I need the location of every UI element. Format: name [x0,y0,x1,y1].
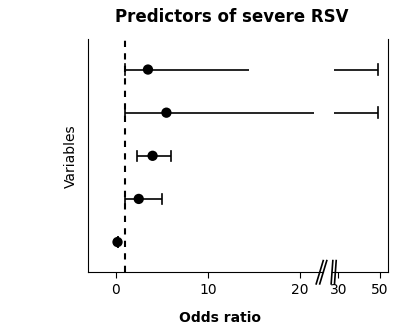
Y-axis label: Variables: Variables [64,124,78,188]
Point [149,153,156,158]
Text: Odds ratio: Odds ratio [179,311,261,325]
Point [163,110,170,115]
Point [114,239,121,245]
Point [136,196,142,201]
Point [145,67,151,72]
Text: Predictors of severe RSV: Predictors of severe RSV [115,8,349,26]
